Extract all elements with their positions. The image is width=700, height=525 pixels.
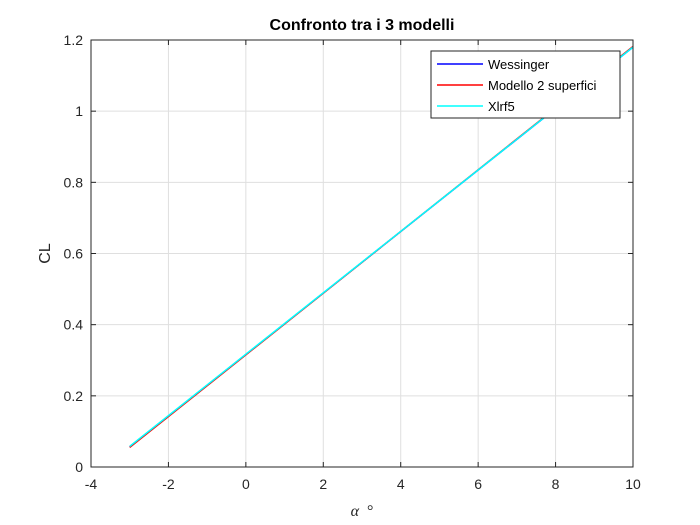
x-tick-label: 8 [552,476,560,492]
y-tick-label: 1 [75,103,83,119]
x-tick-label: 10 [625,476,641,492]
y-axis-label: CL [37,243,54,264]
x-axis-unit: ° [367,503,373,520]
y-tick-label: 0.2 [64,388,84,404]
axis-ticks: -4 -2 0 2 4 6 8 10 0 0.2 0.4 0.6 0.8 1 1.2 [64,32,641,492]
legend: Wessinger Modello 2 superfici Xlrf5 [430,50,621,119]
x-tick-label: 0 [242,476,250,492]
x-tick-label: 4 [397,476,405,492]
x-tick-label: 6 [474,476,482,492]
legend-label-2: Modello 2 superfici [488,78,596,93]
x-tick-label: 2 [319,476,327,492]
x-axis-symbol: α [351,503,360,520]
y-tick-label: 0.8 [64,174,84,190]
y-tick-label: 0.6 [64,246,84,262]
x-axis-label: α ° [351,503,374,520]
y-tick-label: 0 [75,459,83,475]
y-tick-label: 1.2 [64,32,84,48]
legend-label-1: Wessinger [488,57,550,72]
chart-title: Confronto tra i 3 modelli [270,17,455,34]
x-tick-label: -4 [85,476,98,492]
x-tick-label: -2 [162,476,175,492]
y-tick-label: 0.4 [64,317,84,333]
legend-label-3: Xlrf5 [488,99,515,114]
